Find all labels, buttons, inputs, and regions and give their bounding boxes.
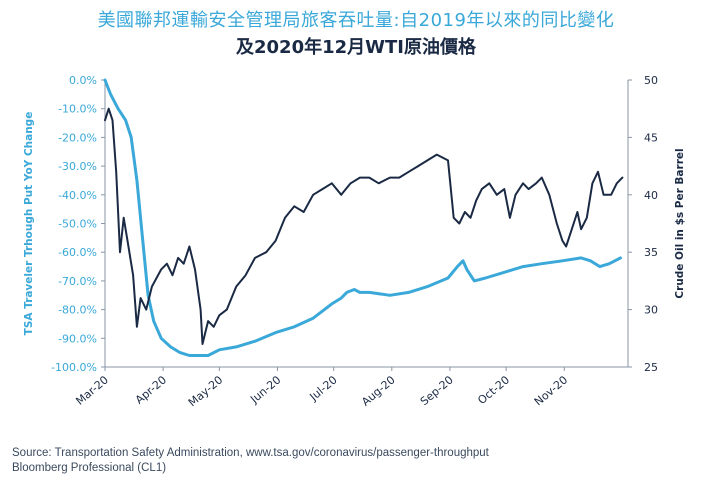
left-tick-label: -10.0% bbox=[58, 103, 97, 116]
right-tick-label: 45 bbox=[644, 131, 658, 144]
tsa-throughput-line bbox=[103, 78, 622, 357]
x-tick-label: Nov-20 bbox=[532, 373, 570, 408]
axes-layer bbox=[101, 79, 632, 371]
right-tick-label: 50 bbox=[644, 74, 658, 87]
right-tick-label: 35 bbox=[644, 246, 658, 259]
right-tick-label: 30 bbox=[644, 304, 658, 317]
source-line-1: Source: Transportation Safety Administra… bbox=[12, 447, 489, 459]
x-tick-label: Apr-20 bbox=[133, 373, 169, 406]
x-tick-label: Jun-20 bbox=[247, 373, 283, 406]
chart-title: 美國聯邦運輸安全管理局旅客吞吐量:自2019年以來的同比變化 bbox=[97, 10, 615, 31]
left-tick-label: -20.0% bbox=[58, 131, 97, 144]
left-tick-label: -100.0% bbox=[51, 361, 97, 374]
chart-subtitle: 及2020年12月WTI原油價格 bbox=[236, 37, 476, 58]
tick-labels-layer: 0.0% -10.0% -20.0% -30.0% -40.0% -50.0% -60.0%… bbox=[23, 74, 686, 409]
left-tick-label: -70.0% bbox=[58, 275, 97, 288]
left-tick-label: 0.0% bbox=[69, 74, 97, 87]
left-tick-label: -50.0% bbox=[58, 218, 97, 231]
x-tick-label: Jul-20 bbox=[307, 373, 340, 404]
crude-oil-line bbox=[104, 107, 624, 345]
left-tick-label: -60.0% bbox=[58, 246, 97, 259]
right-tick-label: 25 bbox=[644, 361, 658, 374]
x-tick-label: Mar-20 bbox=[73, 373, 110, 407]
right-tick-label: 40 bbox=[644, 189, 658, 202]
x-tick-label: Aug-20 bbox=[359, 373, 398, 408]
left-axis-title: TSA Traveler Trhough Put YoY Change bbox=[23, 112, 35, 336]
x-tick-label: Sep-20 bbox=[418, 373, 456, 408]
left-tick-label: -80.0% bbox=[58, 304, 97, 317]
left-tick-label: -30.0% bbox=[58, 160, 97, 173]
left-tick-label: -90.0% bbox=[58, 332, 97, 345]
source-line-2: Bloomberg Professional (CL1) bbox=[12, 462, 167, 474]
x-tick-label: May-20 bbox=[186, 373, 225, 409]
right-axis-title: Crude Oil in $s Per Barrel bbox=[674, 148, 686, 298]
series-layer bbox=[103, 78, 624, 357]
x-tick-label: Oct-20 bbox=[475, 373, 512, 407]
left-tick-label: -40.0% bbox=[58, 189, 97, 202]
